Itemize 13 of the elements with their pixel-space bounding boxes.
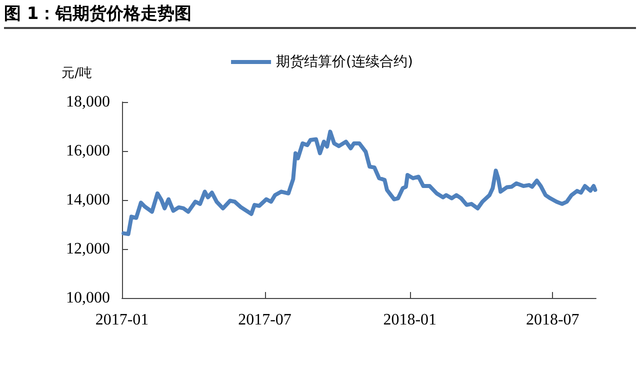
y-tick-label: 16,000: [66, 142, 110, 160]
y-axis-title: 元/吨: [62, 66, 92, 81]
y-tick-label: 18,000: [66, 94, 110, 110]
line-series: [122, 130, 598, 236]
x-tick-label: 2017-01: [95, 312, 149, 328]
chart-title: 图 1：铝期货价格走势图: [4, 2, 636, 29]
x-tick-label: 2018-01: [383, 312, 437, 328]
x-tick-label: 2017-07: [238, 312, 292, 328]
legend-label: 期货结算价(连续合约): [276, 54, 413, 70]
x-tick-label: 2018-07: [526, 312, 580, 328]
y-tick-label: 10,000: [66, 290, 110, 306]
y-tick-label: 12,000: [66, 240, 110, 258]
y-tick-label: 14,000: [66, 192, 110, 208]
